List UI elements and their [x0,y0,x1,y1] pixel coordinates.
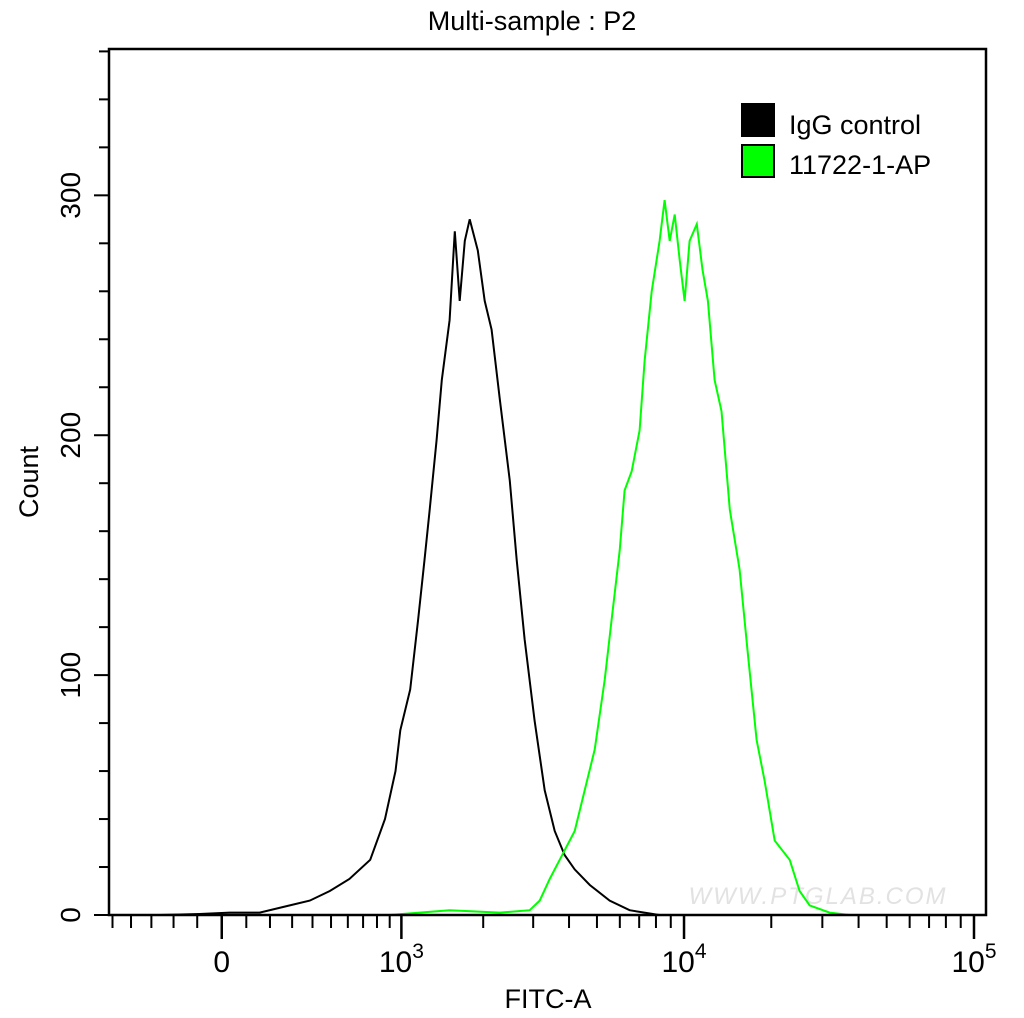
y-tick-label: 300 [55,172,86,219]
series-line-igg-control [159,219,660,916]
legend-swatch-11722-1-ap [741,144,775,178]
plot-frame [107,47,988,917]
y-axis-label: Count [14,445,44,518]
x-axis-label: FITC-A [505,984,592,1014]
x-tick-label: 104 [661,940,706,979]
y-tick-label: 100 [55,652,86,699]
legend-label-igg-control: IgG control [789,110,921,140]
x-tick-label: 0 [213,946,230,979]
chart-title: Multi-sample : P2 [428,6,637,36]
y-tick-label: 0 [55,907,86,923]
legend-label-11722-1-ap: 11722-1-AP [789,150,931,180]
legend-swatch-igg-control [741,103,775,137]
x-tick-label: 105 [951,940,996,979]
legend: IgG control 11722-1-AP [741,103,931,180]
watermark: WWW.PTGLAB.COM [688,883,947,910]
x-tick-label: 103 [379,940,424,979]
series-line-11722-1-ap [389,199,850,916]
y-tick-label: 200 [55,412,86,459]
